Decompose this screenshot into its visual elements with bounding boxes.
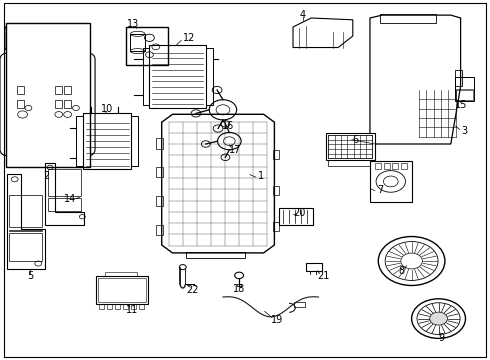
Text: 17: 17 <box>229 145 242 156</box>
Text: 19: 19 <box>270 315 283 325</box>
Bar <box>64 86 71 94</box>
Text: 7: 7 <box>377 185 383 195</box>
Bar <box>273 222 279 231</box>
Bar <box>107 304 112 309</box>
Bar <box>123 304 128 309</box>
Text: 16: 16 <box>222 121 234 131</box>
Bar <box>9 195 42 227</box>
Bar <box>392 163 398 169</box>
Bar <box>370 161 412 202</box>
Text: 12: 12 <box>182 33 195 43</box>
Bar <box>384 163 390 169</box>
Bar <box>380 14 436 23</box>
Bar <box>17 86 24 94</box>
Bar <box>206 48 213 105</box>
Bar <box>156 196 163 206</box>
Bar <box>328 160 372 166</box>
Text: 13: 13 <box>127 19 140 30</box>
Bar <box>375 163 381 169</box>
Bar <box>139 304 144 309</box>
Bar <box>273 150 279 159</box>
Bar <box>96 276 148 304</box>
Bar <box>48 198 81 211</box>
Bar <box>328 135 372 158</box>
Bar <box>401 163 407 169</box>
Text: 11: 11 <box>126 305 138 315</box>
Bar <box>55 86 62 94</box>
Circle shape <box>430 312 447 325</box>
Text: 10: 10 <box>101 104 113 114</box>
Bar <box>273 186 279 195</box>
Bar <box>279 208 313 225</box>
Bar <box>9 230 42 231</box>
Bar <box>156 225 163 235</box>
Text: 20: 20 <box>294 208 306 218</box>
Bar <box>126 27 168 65</box>
Bar <box>143 48 149 105</box>
Text: 4: 4 <box>300 10 306 20</box>
Text: 1: 1 <box>258 171 264 181</box>
Bar <box>17 100 24 108</box>
Text: 21: 21 <box>317 271 330 282</box>
Bar <box>83 113 131 169</box>
Polygon shape <box>162 114 274 253</box>
Bar <box>131 304 136 309</box>
Bar <box>237 284 241 286</box>
Bar <box>105 272 137 276</box>
Bar <box>99 304 104 309</box>
Polygon shape <box>370 15 461 144</box>
Circle shape <box>412 299 465 338</box>
Bar <box>149 45 206 108</box>
Bar <box>306 263 322 271</box>
Bar <box>326 133 375 160</box>
Text: 2: 2 <box>44 171 49 181</box>
Bar <box>455 77 474 101</box>
Bar <box>456 90 473 100</box>
Text: 3: 3 <box>462 126 467 136</box>
Bar <box>130 34 145 51</box>
Text: 15: 15 <box>455 100 468 110</box>
Bar <box>156 139 163 149</box>
Bar <box>48 169 81 196</box>
Bar <box>455 70 462 86</box>
Bar <box>9 233 42 261</box>
Bar <box>156 167 163 177</box>
Bar <box>294 302 305 307</box>
Text: 14: 14 <box>63 194 75 204</box>
Text: 8: 8 <box>399 266 405 276</box>
Bar <box>186 252 245 258</box>
Text: 9: 9 <box>438 333 444 343</box>
Bar <box>55 100 62 108</box>
Text: 6: 6 <box>352 135 358 145</box>
Bar <box>131 116 138 166</box>
Text: 22: 22 <box>186 285 198 295</box>
Text: 5: 5 <box>27 271 33 282</box>
Bar <box>6 23 90 167</box>
Text: 18: 18 <box>233 284 245 294</box>
Bar <box>64 100 71 108</box>
Bar <box>76 116 83 166</box>
Bar <box>115 304 120 309</box>
Bar <box>98 278 146 302</box>
